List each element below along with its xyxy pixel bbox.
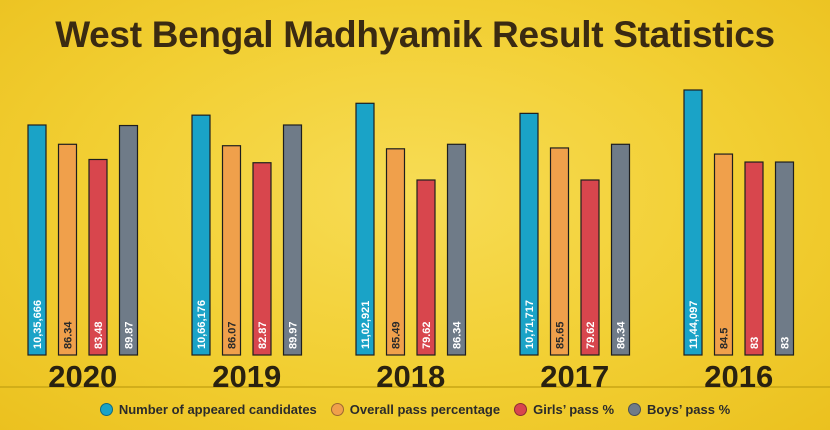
legend-label-1: Overall pass percentage: [349, 402, 501, 417]
legend-item-0: Number of appeared candidates: [99, 402, 317, 417]
data-label-2017-series-1: 85.65: [555, 321, 567, 349]
data-label-2018-series-1: 85.49: [391, 321, 403, 349]
bar-2017-series-1: [549, 147, 570, 356]
legend-label-3: Boys’ pass %: [647, 402, 731, 417]
bar-2016-series-3: [774, 161, 795, 356]
legend-item-2: Girls’ pass %: [514, 402, 614, 417]
data-label-2017-series-2: 79.62: [585, 321, 597, 349]
data-label-2020-series-2: 83.48: [93, 321, 105, 349]
data-label-2016-series-1: 84.5: [719, 328, 731, 349]
legend-swatch-0: [99, 403, 113, 416]
data-label-2020-series-3: 89.87: [124, 321, 136, 349]
data-label-2016-series-0: 11,44,097: [688, 301, 700, 349]
data-label-2017-series-0: 10,71,717: [524, 300, 536, 349]
legend-swatch-3: [628, 403, 642, 416]
year-label-2019: 2019: [212, 359, 281, 394]
bar-2020-series-0: [27, 124, 47, 356]
bar-2017-series-0: [519, 112, 539, 356]
year-label-2018: 2018: [376, 359, 445, 394]
bar-2016-series-1: [713, 153, 734, 356]
data-label-2020-series-1: 86.34: [63, 321, 75, 349]
legend-item-3: Boys’ pass %: [628, 402, 730, 417]
data-label-2019-series-2: 82.87: [257, 321, 269, 349]
bar-2020-series-1: [57, 143, 78, 356]
year-label-2016: 2016: [704, 359, 773, 394]
data-label-2019-series-1: 86.07: [227, 321, 239, 349]
bar-2016-series-2: [744, 161, 764, 356]
bar-2018-series-2: [416, 179, 436, 356]
data-label-2017-series-3: 86.34: [616, 321, 628, 349]
chart-title: West Bengal Madhyamik Result Statistics: [55, 14, 775, 55]
bar-2020-series-2: [88, 158, 108, 356]
year-label-2017: 2017: [540, 359, 609, 394]
data-label-2019-series-3: 89.97: [288, 321, 300, 349]
bar-2016-series-0: [683, 89, 703, 356]
year-label-2020: 2020: [48, 359, 117, 394]
legend-swatch-1: [330, 403, 344, 416]
legend-label-2: Girls’ pass %: [533, 402, 615, 417]
bar-2020-series-3: [118, 124, 139, 356]
bar-2018-series-0: [355, 102, 375, 356]
data-label-2016-series-2: 83: [749, 337, 761, 349]
legend-item-1: Overall pass percentage: [330, 402, 501, 417]
bar-2017-series-3: [610, 143, 631, 356]
bar-2019-series-3: [282, 124, 303, 356]
data-label-2016-series-3: 83: [780, 337, 792, 349]
bar-2019-series-1: [221, 145, 242, 356]
bar-2017-series-2: [580, 179, 600, 356]
data-label-2020-series-0: 10,35,666: [32, 300, 44, 349]
bar-2019-series-2: [252, 162, 272, 356]
bar-2018-series-1: [385, 148, 406, 356]
data-label-2019-series-0: 10,66,176: [196, 300, 208, 349]
data-label-2018-series-2: 79.62: [421, 321, 433, 349]
bar-2019-series-0: [191, 114, 211, 356]
bar-2018-series-3: [446, 143, 467, 356]
legend-swatch-2: [514, 403, 528, 416]
data-label-2018-series-3: 86.34: [452, 321, 464, 349]
chart-legend: Number of appeared candidates Overall pas…: [0, 402, 830, 417]
legend-label-0: Number of appeared candidates: [118, 402, 317, 417]
data-label-2018-series-0: 11,02,921: [360, 301, 372, 349]
